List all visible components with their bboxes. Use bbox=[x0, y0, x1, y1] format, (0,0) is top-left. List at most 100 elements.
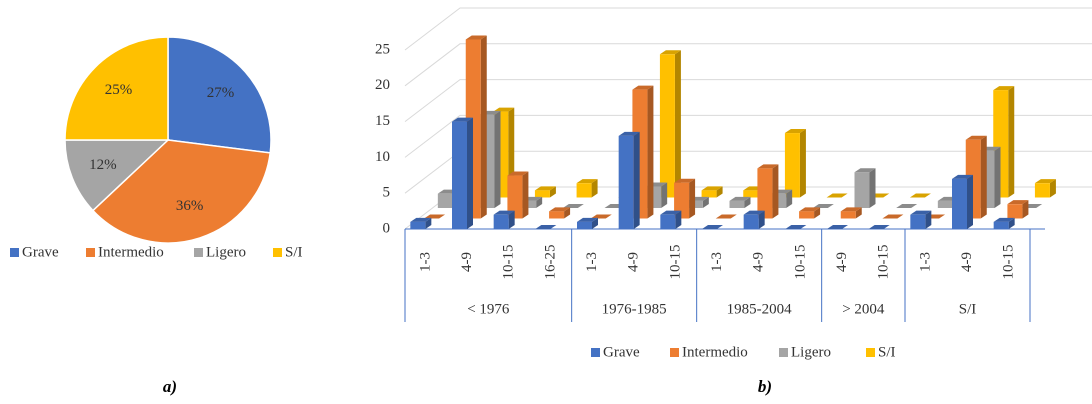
bar-top bbox=[507, 171, 529, 176]
bar bbox=[410, 217, 432, 229]
legend-label: Intermedio bbox=[682, 344, 748, 360]
y-tick-label: 5 bbox=[383, 185, 391, 201]
bar bbox=[659, 50, 681, 198]
bar-front bbox=[701, 190, 717, 198]
bar bbox=[424, 214, 446, 219]
bar-front bbox=[743, 214, 759, 229]
x-tick-label: 4-9 bbox=[459, 252, 475, 272]
bar bbox=[702, 225, 723, 229]
group-label: > 2004 bbox=[842, 301, 885, 317]
bar-side bbox=[814, 207, 821, 219]
bar-front bbox=[493, 214, 509, 229]
bar bbox=[812, 204, 834, 208]
bar-side bbox=[689, 178, 696, 219]
legend-swatch bbox=[866, 348, 875, 357]
bar-front bbox=[521, 200, 537, 208]
legend-swatch bbox=[670, 348, 679, 357]
group-label: 1985-2004 bbox=[727, 301, 792, 317]
caption: a) bbox=[163, 377, 177, 396]
bar-top bbox=[632, 85, 654, 90]
x-tick-label: 1-3 bbox=[417, 252, 433, 272]
bar-front bbox=[729, 200, 745, 208]
bar-side bbox=[869, 168, 876, 208]
bar-top bbox=[909, 193, 931, 198]
bar-side bbox=[702, 196, 709, 208]
x-tick-label: 10-15 bbox=[1001, 245, 1017, 280]
bar-front bbox=[952, 178, 967, 229]
bar-top bbox=[534, 186, 556, 191]
bar-side bbox=[647, 85, 654, 219]
bar-side bbox=[480, 35, 487, 219]
bar-top bbox=[827, 225, 848, 229]
bar-top bbox=[452, 117, 473, 122]
bar-top bbox=[729, 196, 751, 201]
bar-top bbox=[562, 204, 584, 208]
bar-side bbox=[494, 110, 501, 208]
bar-top bbox=[965, 135, 987, 140]
bar-top bbox=[882, 214, 904, 219]
bar-side bbox=[564, 207, 571, 219]
bar-top bbox=[840, 207, 862, 212]
bar-front bbox=[743, 190, 759, 198]
bar-top bbox=[590, 214, 612, 219]
x-tick-label: 16-25 bbox=[542, 245, 558, 280]
bar-front bbox=[577, 221, 592, 229]
bar-side bbox=[674, 50, 681, 198]
bar bbox=[729, 196, 751, 208]
bar-top bbox=[660, 210, 682, 215]
bar bbox=[493, 210, 515, 229]
bar-top bbox=[757, 164, 779, 169]
bar-top bbox=[410, 217, 432, 222]
x-tick-label: 4-9 bbox=[834, 252, 850, 272]
bar-side bbox=[661, 182, 668, 208]
bar-top bbox=[784, 129, 806, 134]
bar-front bbox=[452, 121, 467, 229]
bar-top bbox=[799, 207, 821, 212]
bar-front bbox=[993, 221, 1009, 229]
bar-front bbox=[660, 214, 676, 229]
x-tick-label: 4-9 bbox=[959, 252, 975, 272]
data-label: 27% bbox=[207, 85, 235, 101]
y-tick-label: 25 bbox=[375, 41, 390, 57]
bar-side bbox=[425, 217, 432, 229]
bar bbox=[660, 210, 682, 229]
bar-top bbox=[715, 214, 737, 219]
bar bbox=[910, 210, 932, 229]
data-label: 36% bbox=[176, 198, 204, 214]
bar bbox=[757, 164, 779, 219]
bar-side bbox=[744, 196, 751, 208]
bar bbox=[952, 174, 973, 229]
bar bbox=[715, 214, 737, 219]
bar-top bbox=[465, 35, 487, 40]
bar-front bbox=[687, 200, 703, 208]
legend-label: Intermedio bbox=[98, 244, 164, 260]
bar bbox=[590, 214, 612, 219]
bar-front bbox=[799, 211, 815, 219]
bar-top bbox=[618, 131, 640, 136]
bar-top bbox=[549, 207, 571, 212]
bar-top bbox=[1007, 200, 1029, 205]
bar-side bbox=[994, 146, 1001, 208]
grid-line bbox=[404, 43, 1092, 87]
bar-side bbox=[786, 189, 793, 208]
bar bbox=[507, 171, 529, 219]
legend-label: S/I bbox=[878, 344, 896, 360]
legend-label: Grave bbox=[22, 244, 59, 260]
pie-slice bbox=[167, 36, 272, 154]
bar bbox=[826, 193, 848, 198]
legend-swatch bbox=[273, 248, 282, 257]
bar-top bbox=[826, 193, 848, 198]
bar-top bbox=[659, 50, 681, 55]
legend-swatch bbox=[779, 348, 788, 357]
bar bbox=[452, 117, 473, 229]
bar-top bbox=[493, 210, 515, 215]
bar-side bbox=[925, 210, 932, 229]
bar bbox=[577, 217, 598, 229]
bar-front bbox=[840, 211, 856, 219]
x-tick-label: 1-3 bbox=[709, 252, 725, 272]
bar-side bbox=[716, 186, 723, 198]
bar-front bbox=[507, 175, 523, 219]
bar bbox=[535, 225, 557, 229]
bar bbox=[827, 225, 848, 229]
bar-side bbox=[467, 117, 473, 229]
